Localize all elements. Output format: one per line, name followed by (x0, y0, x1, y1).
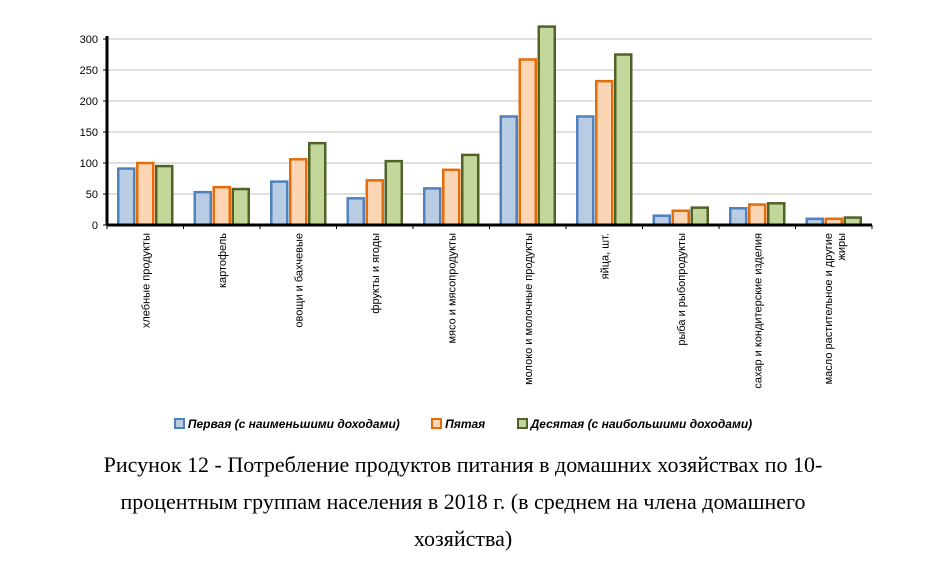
bar-s1-c2 (289, 158, 308, 227)
bar-s1-c5 (518, 58, 537, 227)
legend-item-first: Первая (с наименьшими доходами) (173, 416, 400, 431)
x-category-label: жиры (836, 233, 848, 261)
legend-swatch-fifth (431, 417, 443, 429)
x-category-label: масло растительное и другие (823, 233, 835, 384)
bar-chart: 0 50 100 150 200 250 300 хлебные продукты картоф… (80, 25, 873, 389)
bar-s2-c8 (767, 202, 786, 227)
bar-s1-c0 (136, 161, 155, 227)
legend-item-fifth: Пятая (431, 417, 485, 431)
bar-s2-c4 (461, 153, 480, 227)
y-tick-label: 50 (86, 189, 98, 201)
bar-s2-c6 (614, 53, 633, 227)
bar-s2-c1 (231, 187, 250, 227)
x-category-label: яйца, шт. (599, 233, 611, 279)
bar-s0-c3 (346, 197, 365, 227)
bar-s2-c5 (537, 25, 556, 227)
y-tick-label: 200 (80, 96, 98, 108)
x-category-label: сахар и кондитерские изделия (752, 233, 764, 389)
caption-line-3: хозяйства) (413, 526, 513, 551)
bar-s0-c5 (499, 115, 518, 227)
bar-s2-c2 (308, 141, 327, 227)
x-category-label: мясо и мясопродукты (446, 233, 458, 344)
legend-swatch-first (173, 417, 185, 429)
bar-s1-c6 (595, 79, 614, 227)
x-category-label: картофель (217, 233, 229, 288)
caption-line-1: Рисунок 12 - Потребление продуктов питан… (103, 452, 823, 477)
figure-caption: Рисунок 12 - Потребление продуктов питан… (0, 446, 926, 557)
bar-s0-c8 (729, 207, 748, 227)
x-category-label: фрукты и ягоды (370, 233, 382, 314)
bar-s0-c0 (117, 167, 136, 227)
y-tick-label: 250 (80, 65, 98, 77)
bar-s0-c4 (423, 187, 442, 227)
legend-item-tenth: Десятая (с наибольшими доходами) (516, 416, 753, 431)
x-category-label: хлебные продукты (140, 233, 152, 328)
bar-s1-c8 (748, 203, 767, 227)
bar-s1-c1 (212, 185, 231, 227)
x-category-label: овощи и бахчевые (293, 233, 305, 328)
bar-s2-c3 (384, 159, 403, 227)
bar-s1-c7 (671, 209, 690, 227)
bar-s1-c4 (442, 168, 461, 227)
bar-s0-c2 (270, 180, 289, 227)
legend-label-tenth: Десятая (с наибольшими доходами) (530, 416, 753, 431)
bar-s1-c3 (365, 179, 384, 227)
legend-swatch-tenth (516, 417, 528, 429)
x-category-label: молоко и молочные продукты (523, 233, 535, 385)
bar-s2-c0 (155, 164, 174, 227)
chart-legend: Первая (с наименьшими доходами) Пятая Де… (0, 416, 926, 431)
bar-s0-c1 (193, 190, 212, 227)
y-tick-label: 0 (92, 220, 98, 232)
y-tick-label: 150 (80, 127, 98, 139)
legend-label-fifth: Пятая (445, 416, 486, 431)
caption-line-2: процентным группам населения в 2018 г. (… (120, 489, 806, 514)
y-tick-label: 100 (80, 158, 98, 170)
x-category-label: рыба и рыбопродукты (676, 233, 688, 346)
bar-s2-c7 (690, 206, 709, 227)
legend-label-first: Первая (с наименьшими доходами) (187, 416, 400, 431)
bar-s0-c6 (576, 115, 595, 227)
y-tick-label: 300 (80, 34, 98, 46)
